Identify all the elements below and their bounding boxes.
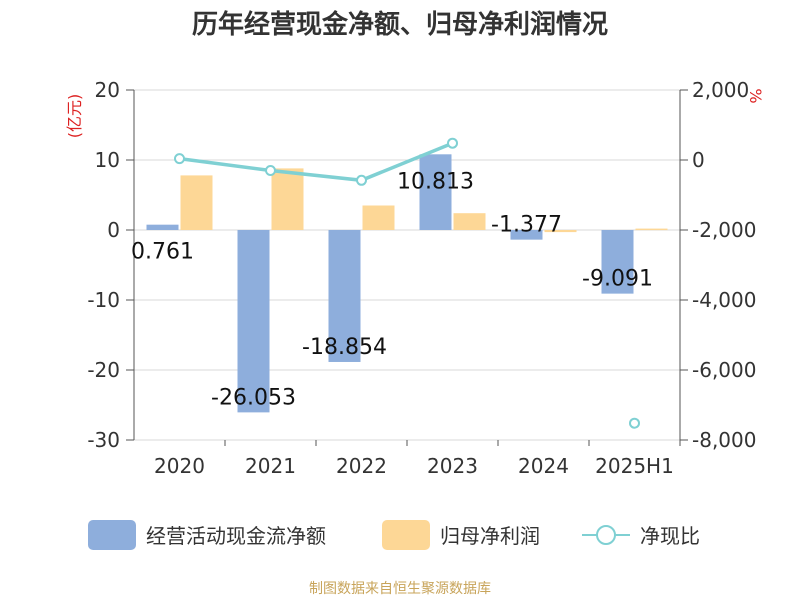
bar-net-profit bbox=[180, 175, 213, 230]
left-axis-unit: (亿元) bbox=[65, 94, 84, 139]
left-axis-tick-label: 0 bbox=[107, 218, 120, 242]
legend-item-net-profit[interactable]: 归母净利润 bbox=[382, 520, 540, 550]
x-axis-tick-label: 2024 bbox=[518, 454, 569, 478]
bar-data-label: 10.813 bbox=[397, 169, 474, 194]
x-axis-tick-label: 2023 bbox=[427, 454, 478, 478]
ratio-line-layer bbox=[174, 137, 640, 429]
bar-cash-flow bbox=[601, 230, 634, 294]
legend-label-net-profit: 归母净利润 bbox=[440, 524, 540, 548]
legend-swatch-cash-flow bbox=[88, 520, 136, 550]
legend-item-ratio[interactable]: 净现比 bbox=[582, 524, 700, 548]
bar-net-profit bbox=[453, 213, 486, 230]
left-axis-tick-label: 20 bbox=[95, 78, 120, 102]
bars-layer bbox=[146, 154, 668, 413]
bar-net-profit bbox=[271, 168, 304, 230]
bar-cash-flow bbox=[146, 224, 179, 230]
source-note: 制图数据来自恒生聚源数据库 bbox=[309, 581, 491, 597]
legend-item-cash-flow[interactable]: 经营活动现金流净额 bbox=[88, 520, 326, 550]
bar-cash-flow bbox=[419, 154, 452, 230]
bar-net-profit bbox=[544, 230, 577, 233]
bar-data-label: -18.854 bbox=[302, 335, 387, 360]
bar-cash-flow bbox=[328, 230, 361, 362]
x-axis-tick-label: 2021 bbox=[245, 454, 296, 478]
right-axis-tick-label: 2,000 bbox=[692, 78, 749, 102]
legend-swatch-net-profit bbox=[382, 520, 430, 550]
chart-title: 历年经营现金净额、归母净利润情况 bbox=[192, 9, 608, 40]
ratio-point bbox=[629, 417, 640, 429]
left-axis-tick-label: -10 bbox=[87, 288, 120, 312]
ratio-line bbox=[179, 141, 454, 183]
right-axis-tick-label: 0 bbox=[692, 148, 705, 172]
legend-label-cash-flow: 经营活动现金流净额 bbox=[146, 524, 326, 548]
bar-data-label: -9.091 bbox=[582, 267, 653, 292]
ratio-point bbox=[265, 165, 276, 176]
x-axis-tick-label: 2025H1 bbox=[595, 454, 674, 478]
axes-layer: 20 10 0 -10 -20 -30 2,000 0 -2,000 -4,000 -6,000 -8… bbox=[87, 78, 756, 478]
ratio-point bbox=[447, 137, 458, 149]
legend-marker-ratio bbox=[596, 525, 616, 545]
left-axis-tick-label: -20 bbox=[87, 358, 120, 382]
data-labels-layer: 0.761 -26.053-18.854 10.813 -1.377 -9.091 bbox=[131, 169, 653, 410]
bar-net-profit bbox=[635, 228, 668, 231]
bar-cash-flow bbox=[510, 230, 543, 240]
right-axis-tick-label: -6,000 bbox=[692, 358, 756, 382]
bar-data-label: 0.761 bbox=[131, 240, 194, 265]
bar-data-label: -1.377 bbox=[491, 213, 562, 238]
bar-net-profit bbox=[362, 205, 395, 230]
bar-data-label: -26.053 bbox=[211, 385, 296, 410]
ratio-point bbox=[174, 153, 185, 165]
left-axis-tick-label: -30 bbox=[87, 428, 120, 452]
right-axis-unit: % bbox=[746, 88, 765, 103]
ratio-point bbox=[356, 174, 367, 186]
legend-label-ratio: 净现比 bbox=[640, 524, 700, 548]
x-axis-tick-label: 2022 bbox=[336, 454, 387, 478]
x-axis-tick-label: 2020 bbox=[154, 454, 205, 478]
bar-cash-flow bbox=[237, 230, 270, 413]
right-axis-tick-label: -2,000 bbox=[692, 218, 756, 242]
legend: 经营活动现金流净额 归母净利润 净现比 bbox=[88, 520, 700, 550]
right-axis-tick-label: -4,000 bbox=[692, 288, 756, 312]
right-axis-tick-label: -8,000 bbox=[692, 428, 756, 452]
left-axis-tick-label: 10 bbox=[95, 148, 120, 172]
